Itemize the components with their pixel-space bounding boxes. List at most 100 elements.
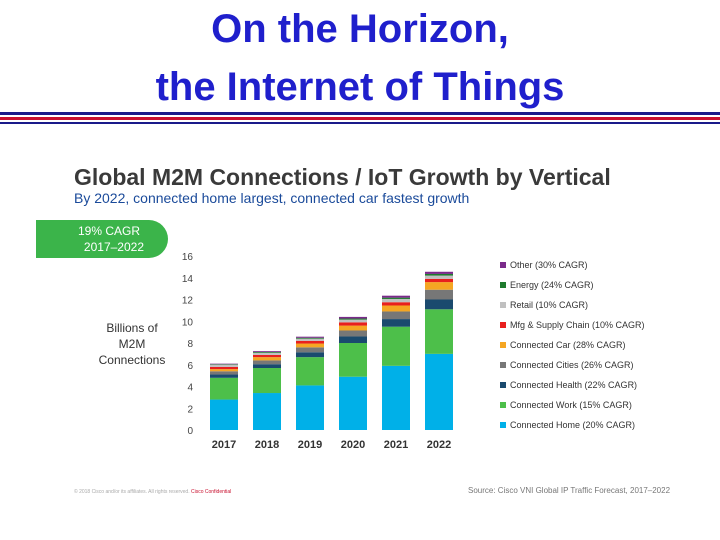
legend-label: Connected Work (15% CAGR) xyxy=(510,400,632,410)
bar-segment-2017-8 xyxy=(210,363,238,365)
bar-stack-2021 xyxy=(382,295,410,430)
bar-segment-2017-0 xyxy=(210,399,238,430)
source-note: Source: Cisco VNI Global IP Traffic Fore… xyxy=(468,486,671,495)
bar-segment-2021-3 xyxy=(382,311,410,320)
chart-title: Global M2M Connections / IoT Growth by V… xyxy=(74,164,611,190)
cagr-years: 2017–2022 xyxy=(83,240,144,254)
bar-segment-2019-6 xyxy=(296,338,324,341)
bar-segment-2020-3 xyxy=(339,330,367,337)
bar-segment-2022-2 xyxy=(425,299,453,310)
x-axis-labels: 2017 2018 2019 2020 2021 2022 xyxy=(212,439,451,451)
bar-segment-2018-3 xyxy=(253,360,281,365)
bar-segment-2019-4 xyxy=(296,343,324,348)
bar-segment-2019-7 xyxy=(296,337,324,339)
bar-segment-2021-7 xyxy=(382,297,410,299)
bars xyxy=(210,271,453,430)
legend-label: Energy (24% CAGR) xyxy=(510,280,594,290)
slide-title-line1: On the Horizon, xyxy=(211,7,509,51)
legend-swatch xyxy=(500,322,506,328)
bar-segment-2019-8 xyxy=(296,336,324,338)
title-rule-blue-top xyxy=(0,112,720,115)
y-tick-label: 0 xyxy=(187,426,193,437)
confidential-label: Cisco Confidential xyxy=(190,489,232,495)
legend-swatch xyxy=(500,402,506,408)
legend-label: Mfg & Supply Chain (10% CAGR) xyxy=(510,320,645,330)
bar-segment-2022-3 xyxy=(425,289,453,300)
copyright-text: © 2018 Cisco and/or its affiliates. All … xyxy=(74,489,190,495)
y-tick-label: 14 xyxy=(182,274,194,285)
bar-segment-2020-8 xyxy=(339,316,367,319)
bar-segment-2019-2 xyxy=(296,352,324,358)
bar-segment-2018-0 xyxy=(253,393,281,430)
legend-label: Connected Cities (26% CAGR) xyxy=(510,360,634,370)
y-tick-label: 2 xyxy=(187,404,193,415)
x-tick-label: 2018 xyxy=(255,439,279,451)
bar-segment-2020-1 xyxy=(339,343,367,377)
y-axis-ticks: 0 2 4 6 8 10 12 14 16 xyxy=(182,252,194,437)
bar-segment-2021-1 xyxy=(382,326,410,366)
slide-title-line2: the Internet of Things xyxy=(155,65,565,109)
legend-swatch xyxy=(500,362,506,368)
title-rule-blue-bottom xyxy=(0,122,720,124)
legend-label: Other (30% CAGR) xyxy=(510,260,588,270)
bar-segment-2017-6 xyxy=(210,364,238,367)
y-tick-label: 10 xyxy=(182,317,194,328)
x-tick-label: 2017 xyxy=(212,439,236,451)
bar-segment-2020-2 xyxy=(339,336,367,343)
bar-segment-2022-0 xyxy=(425,353,453,430)
legend: Other (30% CAGR) Energy (24% CAGR) Retail … xyxy=(500,260,645,430)
bar-segment-2018-1 xyxy=(253,368,281,394)
bar-segment-2020-7 xyxy=(339,318,367,320)
bar-segment-2018-4 xyxy=(253,357,281,361)
legend-swatch xyxy=(500,422,506,428)
bar-stack-2017 xyxy=(210,363,238,430)
bar-segment-2017-7 xyxy=(210,364,238,365)
bar-stack-2019 xyxy=(296,336,324,430)
bar-segment-2020-6 xyxy=(339,319,367,323)
bar-segment-2022-6 xyxy=(425,275,453,279)
bar-segment-2022-4 xyxy=(425,282,453,290)
legend-label: Retail (10% CAGR) xyxy=(510,300,588,310)
bar-segment-2017-5 xyxy=(210,366,238,370)
bar-segment-2021-8 xyxy=(382,295,410,298)
x-tick-label: 2019 xyxy=(298,439,322,451)
bar-segment-2021-4 xyxy=(382,305,410,312)
copyright-notice: © 2018 Cisco and/or its affiliates. All … xyxy=(74,489,231,495)
bar-segment-2018-7 xyxy=(253,352,281,353)
x-tick-label: 2020 xyxy=(341,439,365,451)
bar-segment-2018-8 xyxy=(253,351,281,353)
bar-stack-2020 xyxy=(339,316,367,430)
legend-label: Connected Home (20% CAGR) xyxy=(510,420,635,430)
bar-segment-2017-1 xyxy=(210,377,238,400)
legend-label: Connected Car (28% CAGR) xyxy=(510,340,626,350)
y-tick-label: 12 xyxy=(182,296,194,307)
bar-segment-2019-0 xyxy=(296,385,324,430)
bar-segment-2019-1 xyxy=(296,357,324,386)
bar-segment-2022-1 xyxy=(425,309,453,354)
bar-segment-2022-7 xyxy=(425,273,453,276)
legend-swatch xyxy=(500,342,506,348)
legend-label: Connected Health (22% CAGR) xyxy=(510,380,637,390)
bar-segment-2020-4 xyxy=(339,325,367,331)
legend-swatch xyxy=(500,282,506,288)
bar-segment-2020-5 xyxy=(339,322,367,326)
x-tick-label: 2021 xyxy=(384,439,408,451)
bar-stack-2022 xyxy=(425,271,453,430)
bar-segment-2021-6 xyxy=(382,298,410,303)
cagr-badge: 19% CAGR 2017–2022 xyxy=(36,220,168,258)
y-axis-label: Billions of M2M Connections xyxy=(98,321,166,367)
legend-swatch xyxy=(500,302,506,308)
bar-segment-2017-3 xyxy=(210,371,238,375)
bar-segment-2019-3 xyxy=(296,347,324,353)
chart-subtitle: By 2022, connected home largest, connect… xyxy=(74,190,470,206)
bar-segment-2022-5 xyxy=(425,278,453,283)
title-rule-red xyxy=(0,117,720,120)
bar-segment-2022-8 xyxy=(425,271,453,274)
cagr-rate: 19% CAGR xyxy=(77,224,140,238)
bar-segment-2017-2 xyxy=(210,374,238,378)
bar-segment-2021-5 xyxy=(382,302,410,306)
bar-segment-2020-0 xyxy=(339,376,367,430)
bar-segment-2018-2 xyxy=(253,364,281,369)
y-tick-label: 4 xyxy=(187,383,193,394)
